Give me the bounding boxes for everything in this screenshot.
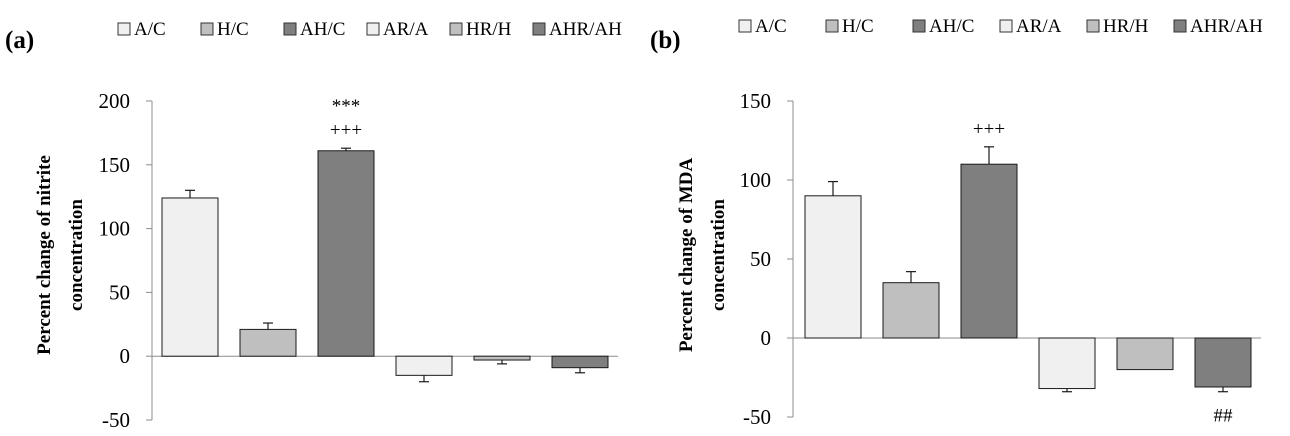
bar-ar-a: [395, 355, 453, 376]
legend-swatch: [738, 19, 752, 33]
panel-label: (a): [5, 27, 34, 54]
legend-swatch: [825, 19, 839, 33]
y-tick-label: -50: [743, 405, 771, 429]
legend-label: H/C: [842, 16, 874, 37]
y-tick-label: -50: [102, 408, 130, 431]
y-tick-label: 150: [99, 153, 131, 177]
bar-a-c: [804, 195, 862, 339]
y-axis-label: concentration: [708, 199, 729, 311]
bar-ah-c: [960, 163, 1018, 339]
bar-hr-h: [1116, 337, 1174, 371]
y-tick-label: 50: [109, 280, 130, 304]
bar-ah-c: [317, 150, 375, 357]
legend-label: H/C: [217, 19, 249, 40]
legend-label: A/C: [755, 16, 787, 37]
legend-swatch: [283, 22, 297, 36]
y-axis-label: concentration: [66, 199, 87, 311]
legend-swatch: [449, 22, 463, 36]
y-axis-label: Percent change of MDA: [676, 158, 697, 353]
legend-swatch: [1173, 19, 1187, 33]
legend-label: AH/C: [300, 19, 345, 40]
bar-ahr-ah: [1194, 337, 1252, 388]
legend-label: AHR/AH: [549, 19, 622, 40]
legend-swatch: [200, 22, 214, 36]
chart-panel-a: (a) A/C H/C AH/C AR/A HR/H AHR/AH -50 0 50 100 150 2…: [5, 19, 622, 432]
significance-mark: +++: [330, 120, 362, 141]
legend-swatch: [999, 19, 1013, 33]
y-tick-label: 150: [740, 89, 772, 113]
legend-swatch: [1086, 19, 1100, 33]
y-tick-label: 200: [99, 89, 131, 113]
panel-label: (b): [650, 27, 681, 54]
bar-ahr-ah: [551, 355, 609, 369]
y-axis-label: Percent change of nitrite: [34, 155, 55, 355]
legend-swatch: [912, 19, 926, 33]
legend-swatch: [366, 22, 380, 36]
legend-swatch: [117, 22, 131, 36]
significance-mark: ##: [1214, 406, 1234, 427]
legend-label: A/C: [134, 19, 166, 40]
bar-a-c: [161, 197, 219, 357]
legend-label: HR/H: [466, 19, 512, 40]
y-tick-label: 0: [120, 344, 131, 368]
significance-mark: +++: [973, 119, 1005, 140]
legend-label: AH/C: [929, 16, 974, 37]
legend-label: AHR/AH: [1190, 16, 1263, 37]
bar-h-c: [239, 328, 297, 357]
y-tick-label: 50: [750, 247, 771, 271]
significance-mark: ***: [332, 96, 361, 117]
legend-label: HR/H: [1103, 16, 1149, 37]
legend-swatch: [532, 22, 546, 36]
y-tick-label: 100: [99, 217, 131, 241]
y-tick-label: 100: [740, 168, 772, 192]
chart-panel-b: (b) A/C H/C AH/C AR/A HR/H AHR/AH -50 0 50 100 150 +…: [650, 16, 1263, 429]
bar-hr-h: [473, 355, 531, 361]
bar-ar-a: [1038, 337, 1096, 390]
y-tick-label: 0: [761, 326, 772, 350]
legend-label: AR/A: [383, 19, 429, 40]
legend-label: AR/A: [1016, 16, 1062, 37]
bar-h-c: [882, 282, 940, 339]
